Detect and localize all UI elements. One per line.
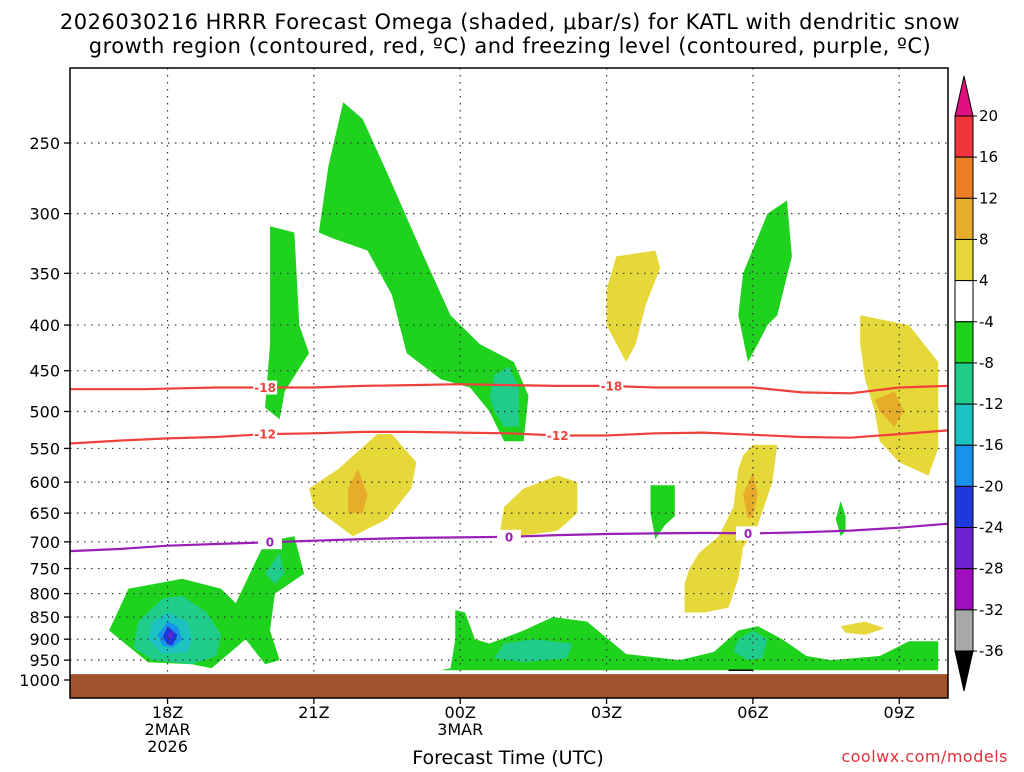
- y-tick-label-500: 500: [29, 403, 60, 422]
- y-tick-label-350: 350: [29, 264, 60, 283]
- x-tick-label-18Z-1: 2MAR: [145, 720, 191, 739]
- contour-label--18-0: -18: [254, 381, 276, 395]
- omega-region-12-level-4: [840, 621, 885, 635]
- temperature-contours: -18 -18 -12 -12 0 0 0: [70, 379, 948, 553]
- colorbar-tick-label-16: 16: [979, 148, 998, 166]
- contour-label-bg--18-0: [253, 380, 278, 395]
- colorbar-bin-1: [954, 115, 974, 158]
- colorbar-bin-11: [954, 527, 974, 570]
- colorbar-bin-12: [954, 568, 974, 611]
- contour-label-0-1: 0: [505, 530, 513, 544]
- ground-layer: [70, 669, 948, 698]
- x-tick-label-00Z-1: 3MAR: [437, 720, 483, 739]
- plot-frame: [69, 67, 949, 699]
- omega-region-1-level--4: [265, 226, 309, 420]
- colorbar-tick-label--16: -16: [979, 436, 1004, 454]
- x-tick-label-21Z-0: 21Z: [298, 703, 329, 722]
- omega-region-20-level-8: [874, 391, 905, 427]
- x-tick-label-03Z-0: 03Z: [591, 703, 622, 722]
- colorbar-tick-label--24: -24: [979, 519, 1004, 537]
- chart-title-line-2: growth region (contoured, red, ºC) and f…: [89, 34, 932, 58]
- omega-region-19-level-8: [743, 472, 758, 519]
- contour-label-bg-0-2: [736, 526, 761, 541]
- y-tick-label-1000: 1000: [19, 671, 60, 690]
- y-tick-label-800: 800: [29, 585, 60, 604]
- omega-region-15-level--8: [265, 552, 285, 584]
- x-tick-label-09Z-0: 09Z: [884, 703, 915, 722]
- x-tick-label-18Z-2: 2026: [147, 737, 188, 756]
- contour-label-0-2: 0: [744, 527, 752, 541]
- contour-label-bg-0-0: [257, 535, 282, 550]
- omega-region-4-level--4: [738, 200, 792, 362]
- colorbar-tick-label--4: -4: [979, 313, 994, 331]
- omega-region-2-level--4: [318, 102, 529, 442]
- colorbar-bin-2: [954, 156, 974, 199]
- contour-label-bg--12-0: [253, 427, 278, 442]
- contour-label-bg-0-1: [497, 529, 521, 544]
- colorbar-tick-label--8: -8: [979, 354, 994, 372]
- colorbar-tick-label-20: 20: [979, 107, 998, 125]
- y-tick-label-950: 950: [29, 651, 60, 670]
- ground-fill: [70, 674, 948, 698]
- colorbar-bin-10: [954, 485, 974, 529]
- omega-region-24-level--24: [167, 630, 173, 640]
- grid-lines: [70, 68, 948, 698]
- omega-region-17-level--8: [733, 630, 768, 661]
- colorbar-bin-8: [954, 403, 974, 446]
- x-tick-label-06Z-0: 06Z: [737, 703, 768, 722]
- x-tick-label-18Z-0: 18Z: [152, 703, 183, 722]
- y-axis-ticks: 250 300 350 400 450 500 550 600 650 700 750 800 850 9…: [19, 134, 70, 690]
- colorbar-tick-label--36: -36: [979, 642, 1004, 660]
- colorbar-tick-label--12: -12: [979, 395, 1004, 413]
- contour-label-bg--18-1: [599, 379, 624, 394]
- chart-title-line-1: 2026030216 HRRR Forecast Omega (shaded, …: [60, 10, 960, 34]
- credit-text: coolwx.com/models: [841, 747, 1008, 766]
- omega-region-6-level--4: [835, 501, 846, 537]
- x-tick-label-00Z-0: 00Z: [445, 703, 476, 722]
- colorbar-tick-label--20: -20: [979, 477, 1004, 495]
- omega-region-16-level--8: [494, 639, 573, 663]
- y-tick-label-650: 650: [29, 504, 60, 523]
- colorbar-bin-13: [954, 609, 974, 652]
- y-tick-label-900: 900: [29, 630, 60, 649]
- colorbar-tick-label-8: 8: [979, 230, 989, 248]
- y-tick-label-700: 700: [29, 533, 60, 552]
- colorbar-bin-9: [954, 444, 974, 487]
- omega-region-18-level-8: [348, 469, 368, 514]
- y-tick-label-250: 250: [29, 134, 60, 153]
- omega-region-5-level--4: [650, 485, 675, 540]
- contour-label--12-1: -12: [547, 429, 569, 443]
- y-tick-label-750: 750: [29, 560, 60, 579]
- y-tick-label-400: 400: [29, 316, 60, 335]
- colorbar-bin-bottom: [954, 650, 974, 692]
- contour-line--12: [70, 429, 948, 445]
- colorbar-bin-7: [954, 362, 974, 405]
- colorbar-bin-4: [954, 238, 974, 282]
- contour-label--12-0: -12: [254, 428, 276, 442]
- colorbar-bin-5: [954, 280, 974, 323]
- colorbar-tick-label--28: -28: [979, 560, 1004, 578]
- colorbar-bin-3: [954, 197, 974, 240]
- colorbar-tick-label-12: 12: [979, 189, 998, 207]
- x-axis-label: Forecast Time (UTC): [412, 747, 603, 768]
- omega-region-7-level-4: [606, 250, 661, 362]
- contour-label-0-0: 0: [266, 536, 274, 550]
- colorbar-tick-label-4: 4: [979, 272, 989, 290]
- colorbar: 20 16 12 8 4 -4 -8 -12 -16 -20 -24 -28 -32 -36: [954, 75, 1004, 692]
- colorbar-bin-6: [954, 321, 974, 364]
- y-tick-label-550: 550: [29, 439, 60, 458]
- contour-label-bg--12-1: [545, 428, 570, 443]
- contour-label--18-1: -18: [601, 380, 623, 394]
- y-tick-label-850: 850: [29, 608, 60, 627]
- omega-region-9-level-4: [499, 475, 578, 537]
- colorbar-tick-label--32: -32: [979, 601, 1004, 619]
- omega-shading: [109, 102, 939, 671]
- y-tick-label-450: 450: [29, 362, 60, 381]
- y-tick-label-300: 300: [29, 205, 60, 224]
- y-tick-label-600: 600: [29, 473, 60, 492]
